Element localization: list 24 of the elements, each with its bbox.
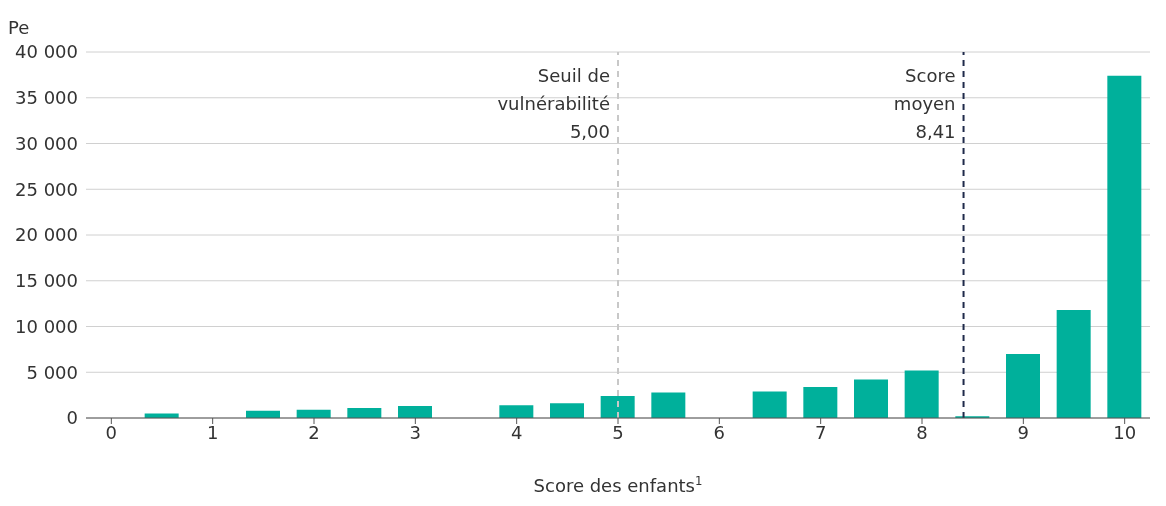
x-tick-label: 3 [409,421,422,443]
y-tick-label: 0 [66,407,78,429]
y-tick-label: 35 000 [15,87,78,109]
x-tick-label: 6 [713,421,726,443]
y-tick-label: 5 000 [26,361,78,383]
y-tick-label: 30 000 [15,132,78,154]
y-tick-label: 15 000 [15,270,78,292]
y-tick-label: 10 000 [15,315,78,337]
y-axis-title: Pe [8,17,30,38]
y-tick-label: 40 000 [15,41,78,63]
x-tick-label: 1 [206,421,219,443]
y-tick-label: 25 000 [15,178,78,200]
x-tick-label: 4 [510,421,523,443]
x-tick-label: 9 [1017,421,1030,443]
x-tick-label: 10 [1113,421,1137,443]
x-tick-label: 7 [814,421,827,443]
x-tick-label: 0 [105,421,118,443]
x-tick-label: 8 [916,421,928,443]
y-tick-label: 20 000 [15,224,78,246]
x-axis-title: Score des enfants$^{1}$ [533,474,703,496]
x-tick-label: 2 [308,421,320,443]
x-tick-label: 5 [612,421,624,443]
ref-line-label: Score moyen 8,41 [893,65,956,142]
ref-line-label: Seuil de vulnérabilité 5,00 [497,65,610,142]
